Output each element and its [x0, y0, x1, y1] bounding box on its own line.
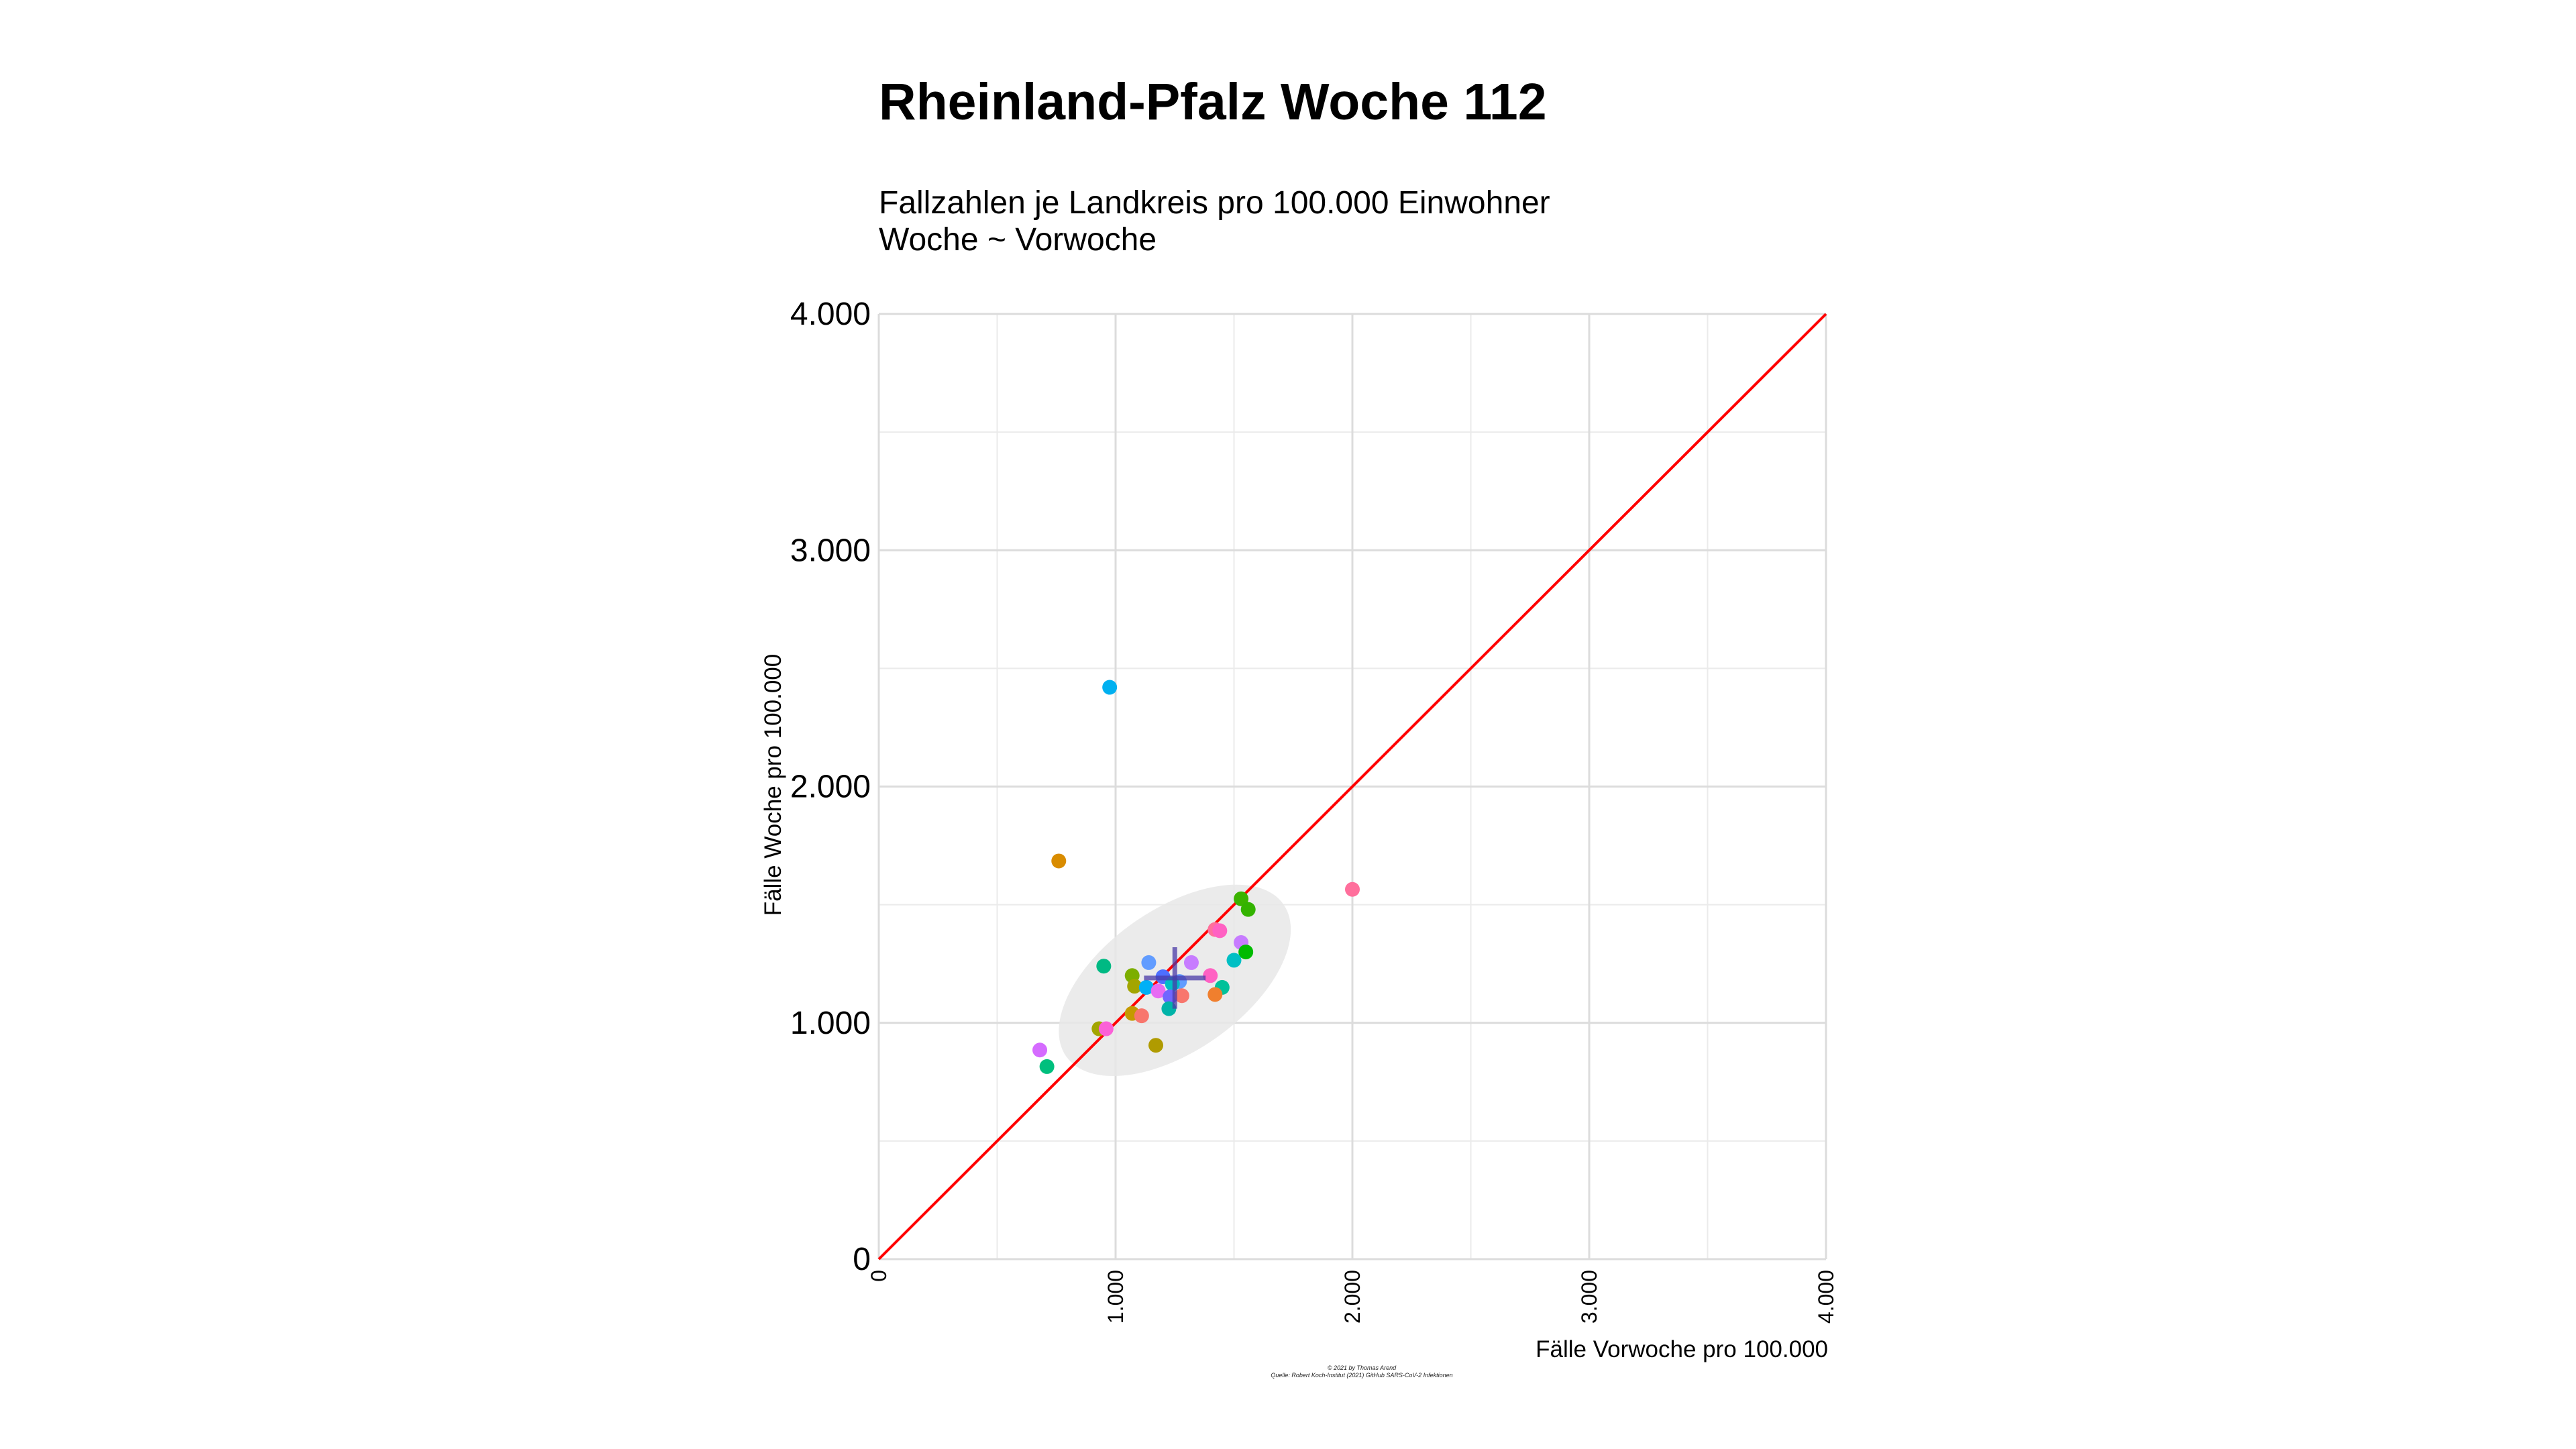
data-point — [1208, 987, 1223, 1002]
y-axis-label: Fälle Woche pro 100.000 — [760, 654, 786, 916]
x-tick-label: 1.000 — [1104, 1270, 1128, 1324]
data-point — [1102, 680, 1118, 695]
y-tick-label: 3.000 — [790, 533, 871, 568]
x-tick-label: 2.000 — [1340, 1270, 1364, 1324]
data-point — [1096, 959, 1112, 974]
data-point — [1039, 1059, 1055, 1074]
y-tick-label: 1.000 — [790, 1006, 871, 1041]
data-point — [1226, 953, 1242, 968]
y-tick-labels: 0 1.000 2.000 3.000 4.000 — [790, 297, 871, 1277]
reference-line-layer — [877, 313, 1827, 1260]
x-axis-label: Fälle Vorwoche pro 100.000 — [1536, 1336, 1828, 1362]
x-tick-label: 3.000 — [1577, 1270, 1601, 1324]
data-point — [1098, 1021, 1114, 1036]
data-point — [1138, 979, 1154, 995]
mean-cross-layer — [1144, 947, 1206, 1009]
data-point — [1345, 881, 1360, 897]
data-point — [1148, 1038, 1164, 1053]
reference-line-y-equals-x — [877, 313, 1827, 1260]
data-point — [1240, 902, 1256, 917]
data-point — [1150, 983, 1166, 999]
y-tick-label: 4.000 — [790, 297, 871, 332]
data-point — [1141, 955, 1157, 970]
data-point — [1183, 955, 1199, 970]
data-point — [1032, 1042, 1048, 1058]
data-point — [1127, 979, 1142, 994]
caption-line-1: © 2021 by Thomas Arend — [1328, 1364, 1397, 1371]
x-tick-labels: 0 1.000 2.000 3.000 4.000 — [867, 1270, 1838, 1324]
x-tick-label: 4.000 — [1814, 1270, 1838, 1324]
data-point — [1174, 988, 1189, 1004]
data-points — [1032, 680, 1360, 1074]
y-tick-label: 2.000 — [790, 769, 871, 805]
caption-line-2: Quelle: Robert Koch-Institut (2021) GitH… — [1271, 1372, 1452, 1379]
data-point — [1134, 1008, 1149, 1024]
x-tick-label: 0 — [867, 1270, 891, 1282]
chart-subtitle-line-1: Fallzahlen je Landkreis pro 100.000 Einw… — [879, 185, 1550, 221]
chart-title: Rheinland-Pfalz Woche 112 — [879, 73, 1547, 131]
data-point — [1051, 853, 1067, 869]
data-point — [1238, 945, 1254, 960]
chart-subtitle-line-2: Woche ~ Vorwoche — [879, 222, 1157, 258]
y-tick-label: 0 — [853, 1242, 871, 1277]
data-point — [1234, 891, 1249, 906]
grid — [877, 313, 1827, 1260]
data-point — [1212, 923, 1228, 938]
data-point — [1203, 968, 1218, 983]
